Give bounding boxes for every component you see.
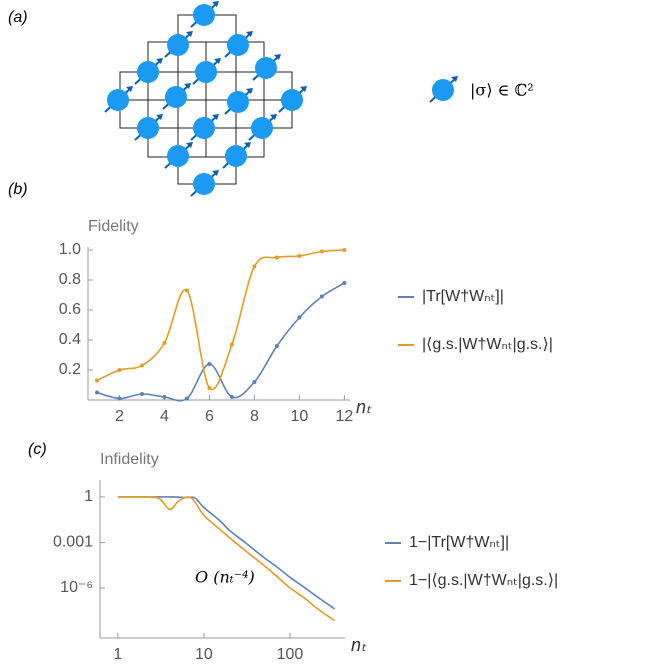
x-tick-label: 6	[205, 408, 214, 425]
x-tick-label: 10	[291, 408, 309, 425]
data-line	[117, 496, 336, 610]
data-point	[184, 396, 189, 401]
spin	[225, 145, 247, 167]
spin	[193, 117, 215, 139]
spin-arrowhead	[186, 31, 193, 37]
y-tick-label: 10⁻⁶	[60, 579, 93, 596]
spin	[165, 86, 187, 108]
data-point	[229, 395, 234, 399]
spin-arrowhead	[186, 142, 193, 148]
data-point	[94, 390, 99, 395]
data-point	[319, 294, 324, 299]
x-axis-label: nₜ	[351, 635, 367, 655]
lattice	[119, 14, 293, 185]
data-point	[274, 344, 279, 348]
y-tick-label: 0.8	[59, 271, 81, 288]
spin-arrowhead	[246, 31, 253, 37]
spin	[432, 79, 454, 101]
spin-arrowhead	[156, 114, 163, 120]
spin-arrowhead	[270, 114, 277, 120]
data-point	[342, 248, 347, 252]
data-point	[274, 255, 279, 260]
spin	[193, 173, 215, 195]
spin-arrowhead	[300, 86, 307, 92]
data-point	[162, 341, 167, 345]
spin	[227, 34, 249, 56]
x-tick-label: 1	[113, 646, 122, 663]
data-point	[342, 281, 347, 285]
spin-arrowhead	[274, 54, 281, 60]
data-line	[117, 495, 336, 622]
data-line	[96, 249, 345, 391]
spins	[104, 1, 458, 197]
data-point	[207, 386, 212, 390]
spin	[227, 91, 249, 113]
legend-label: |Tr[W†Wₙₜ]|	[422, 288, 504, 305]
spin	[167, 145, 189, 167]
x-tick-label: 12	[335, 408, 353, 425]
y-tick-label: 0.001	[53, 534, 93, 551]
spin-arrowhead	[212, 1, 219, 7]
data-point	[207, 362, 212, 366]
spin	[251, 117, 273, 139]
y-tick-label: 0.4	[59, 331, 81, 348]
data-point	[252, 264, 257, 269]
spin	[281, 89, 303, 111]
spin-arrowhead	[244, 142, 251, 148]
data-point	[252, 380, 257, 384]
panel-label: (c)	[28, 441, 47, 458]
panel-label: (a)	[8, 9, 28, 26]
annotation: O (nₜ⁻⁴)	[195, 568, 255, 587]
spin-arrowhead	[214, 58, 221, 64]
data-point	[162, 395, 167, 399]
spin	[137, 61, 159, 83]
spin-legend: |σ⟩ ∈ ℂ²	[470, 81, 534, 100]
data-point	[229, 342, 234, 347]
spin	[107, 89, 129, 111]
spin	[255, 57, 277, 79]
legend-label: 1−|⟨g.s.|W†Wₙₜ|g.s.⟩|	[409, 572, 558, 589]
data-point	[139, 392, 144, 396]
x-tick-label: 2	[115, 408, 124, 425]
y-tick-label: 0.6	[59, 301, 81, 318]
data-point	[297, 254, 302, 258]
data-point	[94, 378, 99, 383]
spin	[137, 117, 159, 139]
spin-arrowhead	[246, 88, 253, 94]
spin-arrowhead	[184, 83, 191, 89]
x-tick-label: 4	[160, 408, 169, 425]
data-point	[184, 288, 189, 293]
y-tick-label: 0.2	[59, 361, 81, 378]
spin	[195, 61, 217, 83]
y-axis-label: Infidelity	[100, 451, 159, 468]
spin	[167, 34, 189, 56]
data-point	[117, 368, 122, 372]
x-tick-label: 100	[277, 646, 304, 663]
spin-arrowhead	[451, 76, 458, 82]
data-point	[117, 396, 122, 401]
y-tick-label: 1	[84, 488, 93, 505]
data-point	[297, 315, 302, 320]
legend-label: 1−|Tr[W†Wₙₜ]|	[409, 534, 509, 551]
y-tick-label: 1.0	[59, 241, 81, 258]
x-axis-label: nₜ	[356, 397, 372, 417]
data-line	[96, 282, 345, 402]
x-tick-label: 8	[250, 408, 259, 425]
spin	[193, 4, 215, 26]
legend-label: |⟨g.s.|W†Wₙₜ|g.s.⟩|	[422, 336, 553, 353]
data-point	[319, 249, 324, 254]
y-axis-label: Fidelity	[88, 218, 139, 235]
x-tick-label: 10	[195, 646, 213, 663]
spin-arrowhead	[156, 58, 163, 64]
spin-arrowhead	[212, 114, 219, 120]
spin-arrowhead	[212, 170, 219, 176]
spin-arrowhead	[126, 86, 133, 92]
panel-label: (b)	[8, 181, 28, 198]
data-point	[139, 363, 144, 368]
